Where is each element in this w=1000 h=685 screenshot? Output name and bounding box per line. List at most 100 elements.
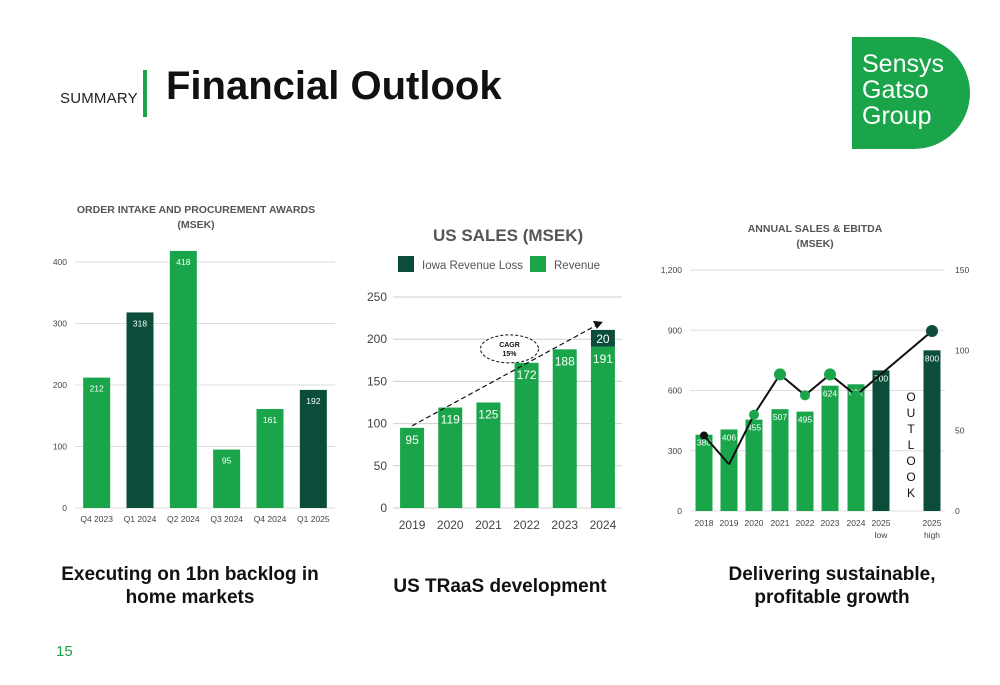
chart3-outlook-letter: O — [906, 390, 915, 404]
chart3-ebitda-marker — [851, 390, 861, 401]
chart3-xtick-label: 2019 — [720, 518, 739, 528]
chart3-xtick-label: 2018 — [695, 518, 714, 528]
chart3-xtick-label: 2023 — [821, 518, 840, 528]
chart2-data-label: 119 — [441, 413, 460, 427]
chart3-ebitda-marker — [824, 368, 836, 381]
chart3-ytick-left-label: 600 — [668, 386, 682, 396]
chart3-bar-sales — [796, 411, 814, 511]
chart2-bar-revenue — [590, 346, 615, 508]
caption-right: Delivering sustainable, profitable growt… — [728, 564, 936, 608]
logo-line-3: Group — [862, 102, 932, 130]
chart3-data-label: 495 — [798, 415, 812, 425]
chart3-ebitda-line — [703, 434, 730, 466]
chart3-outlook-letter: U — [907, 406, 916, 420]
chart1-title: ORDER INTAKE AND PROCUREMENT AWARDS — [77, 204, 315, 216]
chart2-bar-revenue — [400, 427, 425, 508]
chart3-outlook-letter: L — [908, 438, 915, 452]
chart1-subtitle: (MSEK) — [177, 219, 214, 231]
chart3-xtick-label: high — [924, 530, 940, 540]
caption-left: Executing on 1bn backlog in home markets — [61, 564, 319, 608]
chart1-data-label: 318 — [133, 318, 147, 328]
chart3-bar-sales — [872, 370, 890, 511]
chart2-xtick-label: 2021 — [475, 518, 502, 532]
chart2-ytick-label: 200 — [367, 332, 387, 346]
chart1-bar — [256, 408, 284, 508]
section-label: SUMMARY — [60, 90, 138, 107]
chart1-xtick-label: Q2 2024 — [167, 514, 200, 524]
chart3-xtick-label: 2025 — [872, 518, 891, 528]
chart3-xtick-label: low — [875, 530, 889, 540]
chart3-outlook-letter: O — [906, 470, 915, 484]
chart3-xtick-label: 2021 — [771, 518, 790, 528]
chart2-legend-label: Iowa Revenue Loss — [422, 260, 523, 272]
chart1-xtick-label: Q3 2024 — [210, 514, 243, 524]
chart3-outlook-letter: O — [906, 454, 915, 468]
chart2-ytick-label: 50 — [374, 459, 388, 473]
chart3-bar-sales — [695, 434, 713, 511]
chart2-xtick-label: 2023 — [551, 518, 578, 532]
chart1-xtick-label: Q4 2023 — [80, 514, 113, 524]
chart3-ytick-right-label: 50 — [955, 426, 965, 436]
chart3-data-label: 700 — [874, 373, 888, 383]
chart2-ytick-label: 150 — [367, 374, 387, 388]
chart2-data-label: 172 — [517, 368, 537, 382]
chart1-data-label: 212 — [90, 384, 104, 394]
chart3-title: ANNUAL SALES & EBITDA — [748, 223, 883, 235]
chart3-bar-sales — [821, 385, 839, 511]
chart3-ytick-left-label: 1,200 — [661, 265, 683, 275]
chart1-ytick-label: 300 — [53, 319, 67, 329]
logo-line-2: Gatso — [862, 76, 929, 104]
chart2-data-label: 125 — [478, 408, 498, 422]
chart3-data-label: 380 — [697, 438, 711, 448]
chart3-data-label: 406 — [722, 432, 736, 442]
chart1-bar — [169, 250, 197, 508]
chart3-data-label: 800 — [925, 353, 939, 363]
chart3-data-label: 507 — [773, 412, 787, 422]
chart2-cagr-bubble — [480, 334, 539, 364]
chart1-data-label: 95 — [222, 456, 232, 466]
chart2-data-label: 188 — [555, 354, 575, 368]
chart3-ytick-right-label: 0 — [955, 506, 960, 516]
chart2-bar-revenue — [476, 402, 501, 508]
chart3-outlook-letter: K — [907, 486, 915, 500]
chart3-ebitda-marker — [926, 325, 938, 338]
chart1-data-label: 161 — [263, 415, 277, 425]
chart3-outlook-letter: T — [907, 422, 915, 436]
chart3-subtitle: (MSEK) — [796, 238, 833, 250]
chart1-bar — [213, 449, 241, 508]
chart3-ebitda-line — [855, 330, 933, 397]
chart2-bar-iowa-loss — [590, 329, 615, 347]
chart3-ebitda-marker — [774, 368, 786, 381]
chart2-xtick-label: 2024 — [590, 518, 617, 532]
chart1-bar — [83, 377, 111, 508]
chart2-cagr-label: CAGR — [499, 342, 520, 349]
chart2-data-label: 95 — [405, 433, 419, 447]
company-logo: Sensys Gatso Group — [852, 37, 970, 149]
caption-middle: US TRaaS development — [393, 576, 607, 597]
chart2-bar-revenue — [514, 362, 539, 508]
chart1-bar — [299, 389, 327, 508]
chart2-data-label: 191 — [593, 352, 613, 366]
chart1-xtick-label: Q1 2024 — [124, 514, 157, 524]
page-number: 15 — [56, 643, 73, 660]
chart2-bar-revenue — [552, 349, 577, 508]
chart3-xtick-label: 2022 — [796, 518, 815, 528]
chart3-xtick-label: 2025 — [923, 518, 942, 528]
chart2-trend-arrow — [411, 323, 600, 427]
chart3-xtick-label: 2024 — [847, 518, 866, 528]
chart3-ytick-left-label: 900 — [668, 325, 682, 335]
chart2-trend-arrowhead — [592, 320, 603, 329]
chart3-ebitda-marker — [700, 431, 708, 440]
chart2-data-label: 20 — [596, 332, 610, 346]
chart1-data-label: 192 — [306, 396, 320, 406]
chart3-ebitda-marker — [749, 409, 759, 420]
chart1-ytick-label: 200 — [53, 380, 67, 390]
chart2-ytick-label: 250 — [367, 290, 387, 304]
chart3-data-label: 455 — [747, 423, 761, 433]
chart1-ytick-label: 100 — [53, 442, 67, 452]
chart3-bar-sales — [923, 350, 941, 511]
chart3-ytick-right-label: 150 — [955, 265, 969, 275]
page-title: Financial Outlook — [166, 64, 502, 108]
chart1-data-label: 418 — [176, 257, 190, 267]
chart2-cagr-value: 15% — [502, 351, 517, 358]
